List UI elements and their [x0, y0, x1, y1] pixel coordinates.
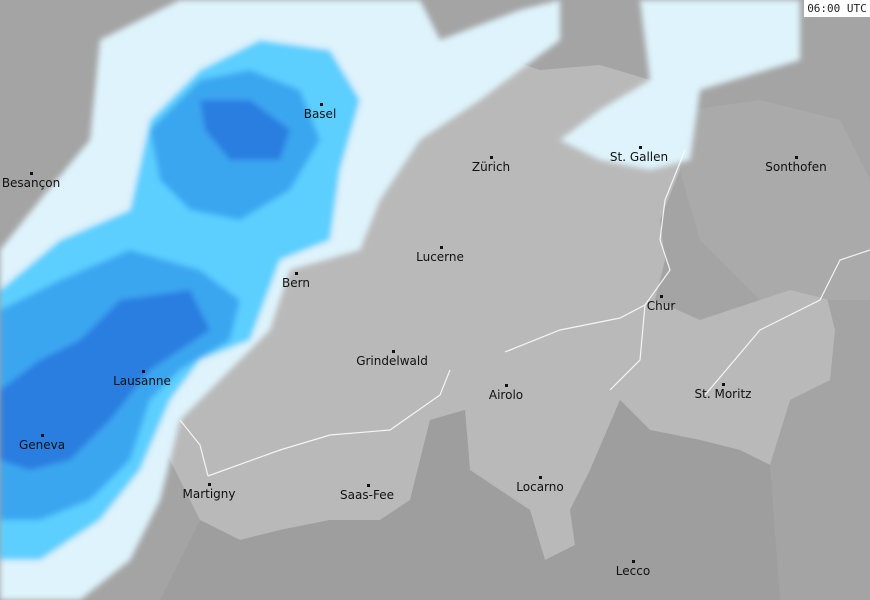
borders-and-rivers — [179, 149, 870, 477]
precipitation-layer — [0, 0, 800, 600]
city-label-bern[interactable]: Bern — [282, 276, 310, 290]
city-label-martigny[interactable]: Martigny — [182, 487, 236, 501]
city-label-basel[interactable]: Basel — [303, 107, 337, 121]
city-label-geneva[interactable]: Geneva — [18, 438, 66, 452]
city-marker — [632, 560, 635, 563]
city-marker — [392, 350, 395, 353]
city-label-st-moritz[interactable]: St. Moritz — [694, 387, 752, 401]
city-label-saas-fee[interactable]: Saas-Fee — [340, 488, 394, 502]
city-marker — [539, 476, 542, 479]
city-label-besancon[interactable]: Besançon — [1, 176, 61, 190]
city-marker — [30, 172, 33, 175]
city-marker — [367, 484, 370, 487]
city-label-lausanne[interactable]: Lausanne — [113, 374, 171, 388]
city-marker — [208, 483, 211, 486]
city-marker — [505, 384, 508, 387]
city-marker — [440, 246, 443, 249]
city-label-chur[interactable]: Chur — [646, 299, 676, 313]
city-label-locarno[interactable]: Locarno — [516, 480, 564, 494]
austria-region — [680, 100, 870, 300]
city-label-zurich[interactable]: Zürich — [471, 160, 511, 174]
city-marker — [795, 156, 798, 159]
city-label-lucerne[interactable]: Lucerne — [416, 250, 464, 264]
city-label-st-gallen[interactable]: St. Gallen — [609, 150, 669, 164]
city-marker — [660, 295, 663, 298]
city-marker — [41, 434, 44, 437]
city-label-grindelwald[interactable]: Grindelwald — [356, 354, 428, 368]
city-label-sonthofen[interactable]: Sonthofen — [765, 160, 827, 174]
city-marker — [295, 272, 298, 275]
city-marker — [639, 146, 642, 149]
city-marker — [142, 370, 145, 373]
city-label-airolo[interactable]: Airolo — [488, 388, 524, 402]
italy-darker-region — [160, 400, 780, 600]
city-label-lecco[interactable]: Lecco — [615, 564, 651, 578]
city-marker — [722, 383, 725, 386]
city-marker — [320, 103, 323, 106]
city-marker — [490, 156, 493, 159]
timestamp-label: 06:00 UTC — [804, 0, 870, 17]
